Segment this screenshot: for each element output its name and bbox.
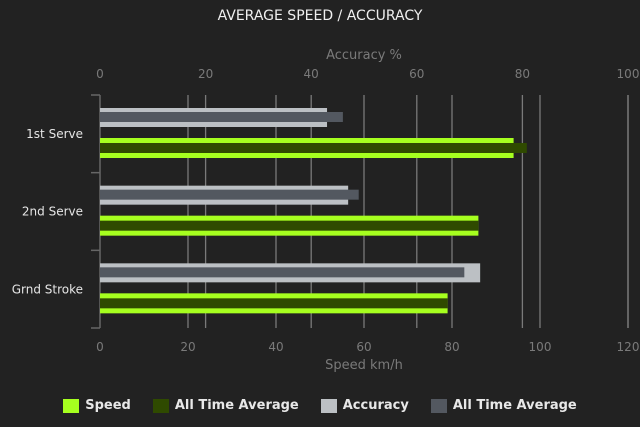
legend-label: All Time Average [452, 398, 577, 413]
x-tick-label: 60 [356, 340, 371, 354]
chart-title: AVERAGE SPEED / ACCURACY [217, 8, 423, 24]
x-tick-label: 120 [617, 340, 640, 354]
x-tick-label: 100 [529, 340, 552, 354]
category-label: Grnd Stroke [12, 282, 83, 296]
x2-tick-label: 80 [515, 67, 530, 81]
legend-label: All Time Average [174, 398, 299, 413]
legend-swatch [152, 398, 169, 413]
accuracy-all-time-bar [100, 112, 343, 122]
legend-item[interactable]: All Time Average [430, 398, 577, 413]
x2-tick-label: 40 [304, 67, 319, 81]
legend-item[interactable]: Accuracy [320, 398, 409, 413]
legend-item[interactable]: Speed [63, 398, 131, 413]
accuracy-all-time-bar [100, 267, 465, 278]
x2-tick-label: 20 [198, 67, 213, 81]
x2-axis-label: Accuracy % [326, 48, 402, 63]
speed-all-time-bar [100, 143, 527, 153]
legend-label: Accuracy [342, 398, 409, 413]
legend-swatch [320, 398, 337, 413]
x2-tick-label: 0 [96, 67, 104, 81]
legend-label: Speed [85, 398, 131, 413]
speed-all-time-bar [100, 220, 479, 231]
legend-swatch [63, 398, 80, 413]
accuracy-all-time-bar [100, 189, 359, 200]
speed-all-time-bar [100, 298, 448, 309]
x-tick-label: 0 [96, 340, 104, 354]
legend-swatch [430, 398, 447, 413]
x-tick-label: 80 [444, 340, 459, 354]
x-tick-label: 20 [180, 340, 195, 354]
x2-tick-label: 100 [617, 67, 640, 81]
x2-tick-label: 60 [409, 67, 424, 81]
legend-item[interactable]: All Time Average [152, 398, 299, 413]
x-tick-label: 40 [268, 340, 283, 354]
category-label: 2nd Serve [22, 205, 83, 219]
category-label: 1st Serve [26, 127, 83, 141]
legend: Speed All Time Average Accuracy All Time Av… [0, 398, 640, 413]
x-axis-label: Speed km/h [325, 358, 403, 373]
